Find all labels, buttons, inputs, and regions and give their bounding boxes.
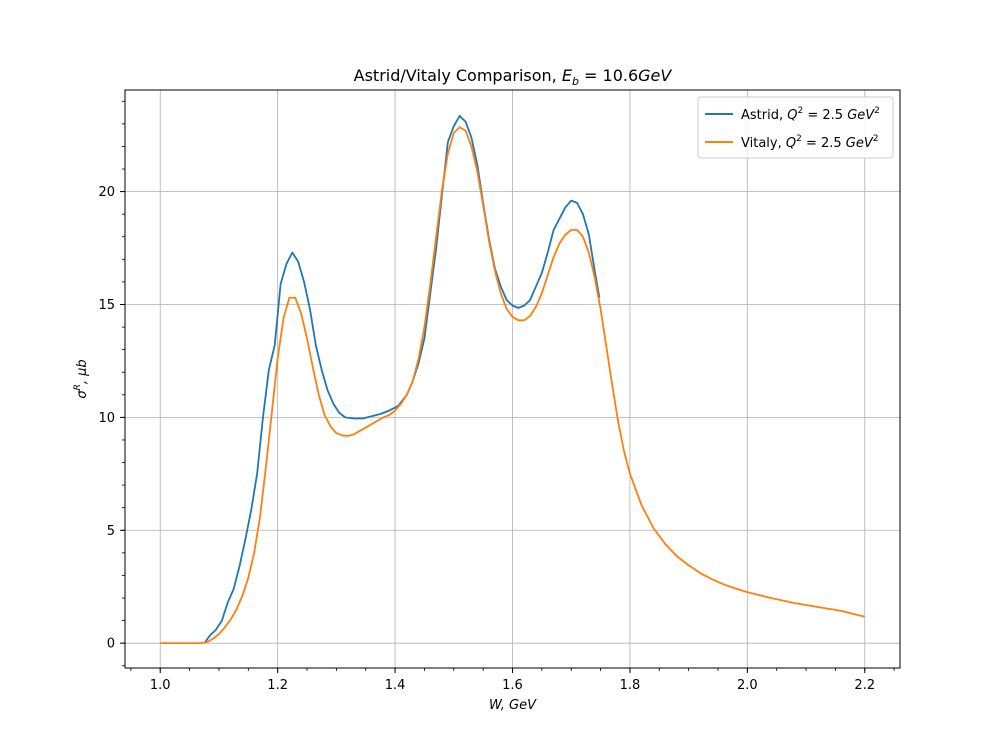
title-unit: GeV <box>638 66 672 85</box>
legend-vitaly-unit-sup: 2 <box>873 134 879 144</box>
series-lines <box>160 115 865 645</box>
legend-vitaly-eq: = 2.5 <box>802 136 846 151</box>
legend-box <box>697 96 894 159</box>
x-tick-label: 1.6 <box>502 678 523 693</box>
y-tick-label: 10 <box>98 411 115 426</box>
axis-ticks: 1.0 1.2 1.4 1.6 1.8 2.0 2.2 0 5 10 15 20 <box>98 185 875 693</box>
y-tick-label: 20 <box>98 185 115 200</box>
legend-astrid-var: Q <box>787 108 797 123</box>
legend: Astrid, Q2 = 2.5 GeV2 Vitaly, Q2 = 2.5 G… <box>697 96 894 159</box>
minor-ticks <box>122 100 895 671</box>
title-sub: b <box>572 75 579 88</box>
x-axis-label: W, GeV <box>489 698 537 713</box>
y-axis-label: σR, μb <box>73 359 90 398</box>
legend-astrid-unit-sup: 2 <box>874 106 880 116</box>
legend-astrid-sup: 2 <box>797 106 803 116</box>
y-label-sym: σ <box>75 390 90 399</box>
title-var: E <box>562 66 573 85</box>
legend-label-astrid: Astrid, Q2 = 2.5 GeV2 <box>741 106 880 123</box>
y-tick-label: 0 <box>107 637 115 652</box>
legend-vitaly-sup: 2 <box>796 134 802 144</box>
y-tick-label: 15 <box>98 298 115 313</box>
x-tick-label: 2.0 <box>737 678 758 693</box>
legend-label-vitaly: Vitaly, Q2 = 2.5 GeV2 <box>741 134 879 151</box>
legend-astrid-prefix: Astrid, <box>741 108 787 123</box>
title-eq: = 10.6 <box>579 66 638 85</box>
x-tick-label: 2.2 <box>854 678 875 693</box>
chart-title: Astrid/Vitaly Comparison, Eb = 10.6GeV <box>354 66 673 88</box>
y-label-rest: , μb <box>75 359 90 384</box>
x-tick-label: 1.8 <box>620 678 641 693</box>
y-tick-label: 5 <box>107 524 115 539</box>
series-line-astrid <box>203 115 601 644</box>
x-tick-label: 1.2 <box>267 678 288 693</box>
title-prefix: Astrid/Vitaly Comparison, <box>354 66 562 85</box>
legend-vitaly-var: Q <box>786 136 796 151</box>
legend-vitaly-unit: GeV <box>846 136 874 151</box>
legend-astrid-unit: GeV <box>847 108 875 123</box>
legend-astrid-eq: = 2.5 <box>803 108 847 123</box>
legend-vitaly-prefix: Vitaly, <box>741 136 786 151</box>
grid <box>125 90 900 668</box>
series-line-vitaly <box>160 126 865 645</box>
x-tick-label: 1.0 <box>150 678 171 693</box>
y-label-sup: R <box>73 384 83 390</box>
x-tick-label: 1.4 <box>385 678 406 693</box>
